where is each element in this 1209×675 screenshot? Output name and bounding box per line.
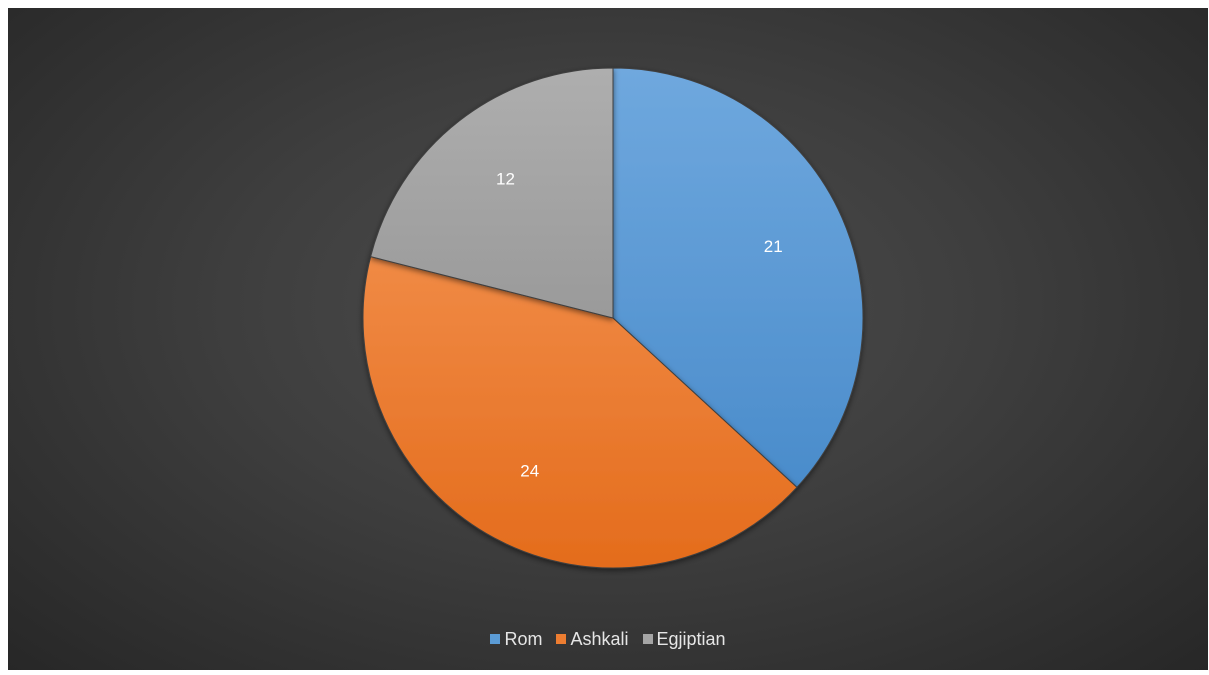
legend-swatch-rom	[490, 634, 501, 644]
chart-area: 21 24 12 Rom Ashkali Egjiptian	[8, 8, 1208, 670]
legend-swatch-ashkali	[556, 634, 567, 644]
pie-slices	[362, 67, 864, 569]
legend-item-egjiptian: Egjiptian	[642, 628, 726, 650]
pie-data-labels: 21 24 12	[496, 169, 783, 480]
legend-label-egjiptian: Egjiptian	[656, 628, 726, 649]
data-label-rom: 21	[764, 237, 783, 256]
pie-chart: 21 24 12	[362, 67, 864, 569]
legend-label-rom: Rom	[504, 628, 543, 649]
pie-slice-rom	[612, 67, 864, 489]
legend-item-ashkali: Ashkali	[556, 628, 629, 650]
data-label-egjiptian: 12	[496, 169, 515, 188]
pie-slice-egjiptian	[370, 67, 614, 319]
pie-slice-ashkali	[362, 256, 798, 569]
legend-item-rom: Rom	[490, 629, 542, 650]
data-label-ashkali: 24	[520, 461, 539, 480]
legend-label-ashkali: Ashkali	[570, 628, 629, 649]
chart-legend: Rom Ashkali Egjiptian	[8, 626, 1208, 652]
legend-swatch-egjiptian	[642, 634, 653, 644]
